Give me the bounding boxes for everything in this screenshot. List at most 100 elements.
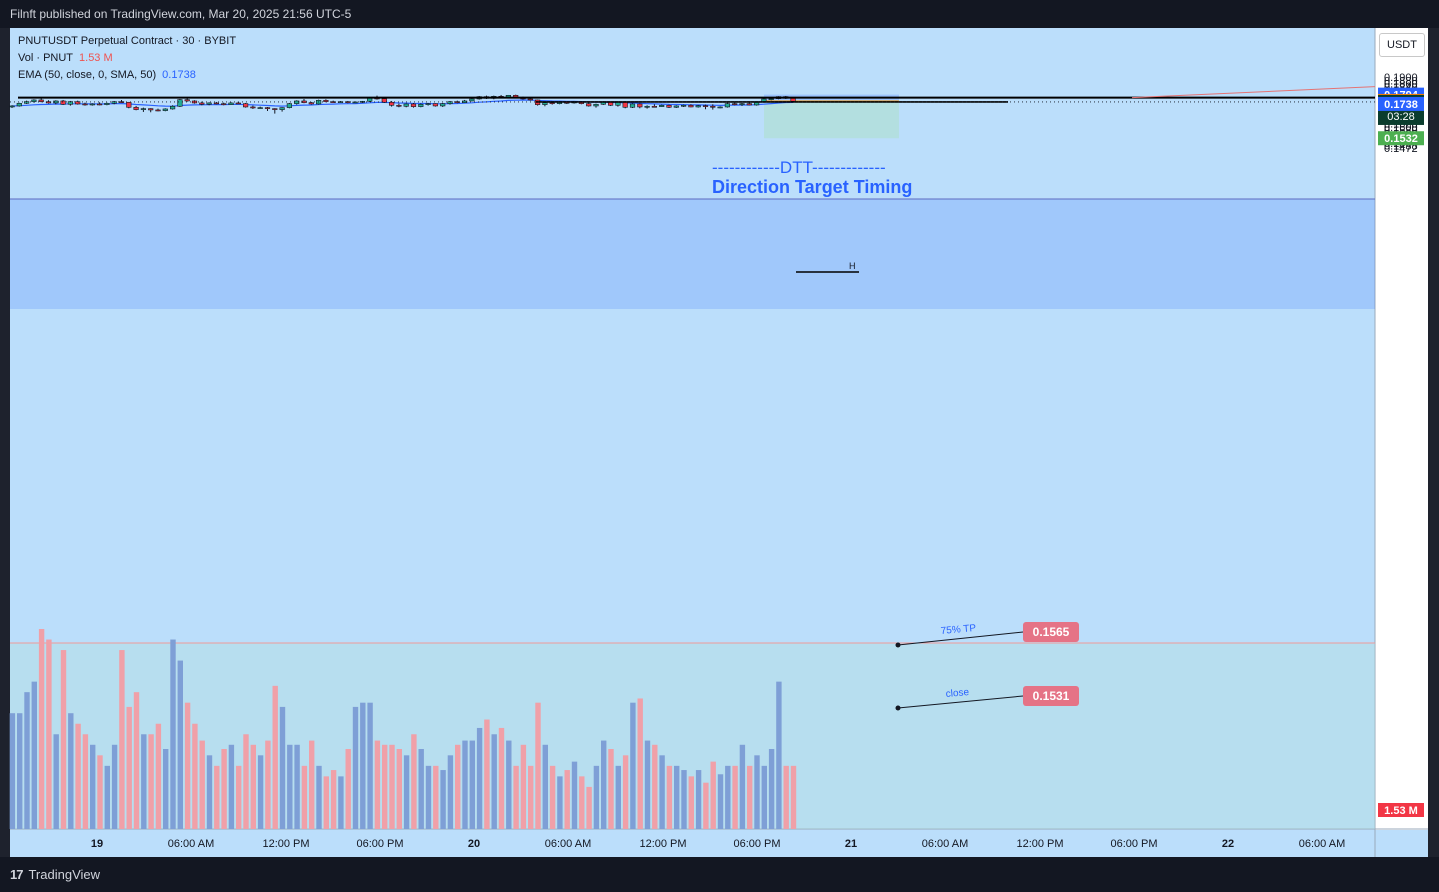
volume-bar (403, 755, 410, 829)
volume-bar (301, 765, 308, 829)
volume-bar (360, 702, 366, 829)
time-axis-ticks: 19 06:00 AM 12:00 PM 06:00 PM 20 06:00 AM 12:0… (91, 838, 1345, 850)
ema-price-label-bg (1378, 96, 1424, 111)
volume-bar (528, 765, 534, 829)
volume-bar (484, 719, 490, 829)
volume-bar (53, 734, 59, 829)
volume-bar (447, 755, 454, 829)
volume-bar (389, 744, 395, 829)
candle-body (148, 108, 154, 111)
tp-callout-dot (895, 642, 901, 648)
volume-bar (455, 744, 461, 829)
volume-bar (338, 776, 344, 829)
volume-bar (498, 727, 505, 829)
volume-bar (214, 765, 220, 829)
volume-bar (316, 765, 322, 829)
tradingview-brand-text: TradingView (28, 867, 101, 882)
target-price-label-bg (1378, 131, 1424, 146)
volume-bar (345, 749, 351, 829)
candle-body (659, 104, 665, 107)
volume-bar (287, 744, 293, 829)
tp-price-text: 0.1565 (1033, 625, 1070, 639)
candle-body (272, 108, 278, 110)
time-tick-label: 12:00 PM (262, 838, 309, 850)
candle-body (162, 108, 168, 111)
volume-bar (710, 761, 716, 829)
volume-bar (184, 702, 191, 829)
candle-body (264, 107, 271, 109)
volume-bar (557, 776, 563, 829)
price-tick-label: 0.1472 (1384, 143, 1418, 155)
candle-body (425, 103, 431, 105)
candle-body (410, 103, 417, 107)
currency-unit-button[interactable]: USDT (1379, 33, 1425, 57)
volume-bar (294, 744, 300, 829)
volume-label-bg (1378, 803, 1424, 817)
candle-body (637, 103, 643, 108)
volume-bar (520, 744, 527, 829)
ema-line (11, 99, 794, 107)
volume-bar (542, 744, 548, 829)
time-tick-label: 12:00 PM (639, 838, 686, 850)
candle-body (243, 103, 249, 108)
candle-body (717, 106, 723, 109)
volume-bar (206, 755, 213, 829)
volume-bar (703, 782, 709, 829)
candle-body (155, 109, 161, 112)
volume-bar (323, 776, 329, 829)
tp-label: 75% TP (940, 623, 977, 637)
volume-bar (265, 740, 271, 829)
time-tick-label: 12:00 PM (1016, 838, 1063, 850)
candle-body (768, 98, 774, 100)
volume-bar (433, 765, 439, 829)
volume-bar (630, 702, 636, 829)
volume-bar (506, 740, 512, 829)
price-axis-labels: 0.17940.17560.175003:280.17380.15321.53 … (1378, 87, 1424, 817)
volume-bar (367, 702, 373, 829)
legend-symbol-row[interactable]: PNUTUSDT Perpetual Contract · 30 · BYBIT (18, 35, 236, 47)
candle-body (170, 105, 176, 110)
volume-bar (236, 765, 242, 829)
candle-body (199, 102, 205, 105)
legend-volume-row[interactable]: Vol · PNUT 1.53 M (18, 52, 113, 64)
volume-bar (666, 765, 673, 829)
volume-bar (31, 681, 37, 829)
candle-body (250, 106, 256, 109)
candle-body (440, 103, 446, 107)
candle-body (644, 105, 650, 108)
candle-body (133, 106, 139, 110)
candle-body (286, 103, 293, 108)
volume-bar (382, 744, 388, 829)
volume-bar (38, 629, 45, 829)
candle-body (235, 102, 241, 105)
volume-bar (674, 765, 680, 829)
ema-price-label: 0.1738 (1384, 99, 1418, 111)
volume-bar (593, 765, 600, 829)
volume-bar (462, 740, 468, 829)
volume-bar (754, 755, 760, 829)
legend-volume-label: Vol · PNUT (18, 52, 74, 64)
price-tick-label: 0.1880 (1384, 75, 1418, 87)
volume-bar (221, 749, 227, 829)
volume-bar (24, 692, 30, 829)
tradingview-logo[interactable]: 17 TradingView (10, 867, 100, 882)
volume-bar (75, 723, 81, 829)
candle-body (396, 104, 402, 107)
volume-bar (272, 685, 278, 829)
volume-bar (104, 765, 110, 829)
tp-callout-line (897, 631, 1024, 646)
legend-ema-row[interactable]: EMA (50, close, 0, SMA, 50) 0.1738 (18, 69, 196, 81)
volume-bar (396, 749, 402, 829)
volume-bar (177, 660, 183, 829)
volume-axis-label: 1.53 M (1384, 805, 1418, 817)
candle-body (388, 101, 395, 106)
candle-body (622, 101, 628, 108)
publisher-text: Filnft published on TradingView.com, Mar… (10, 7, 352, 21)
candle-body (126, 101, 132, 108)
volume-bar (250, 744, 256, 829)
chart-frame (10, 28, 1428, 857)
candles (9, 94, 796, 114)
time-tick-label: 22 (1222, 838, 1234, 850)
volume-bar (469, 740, 475, 829)
